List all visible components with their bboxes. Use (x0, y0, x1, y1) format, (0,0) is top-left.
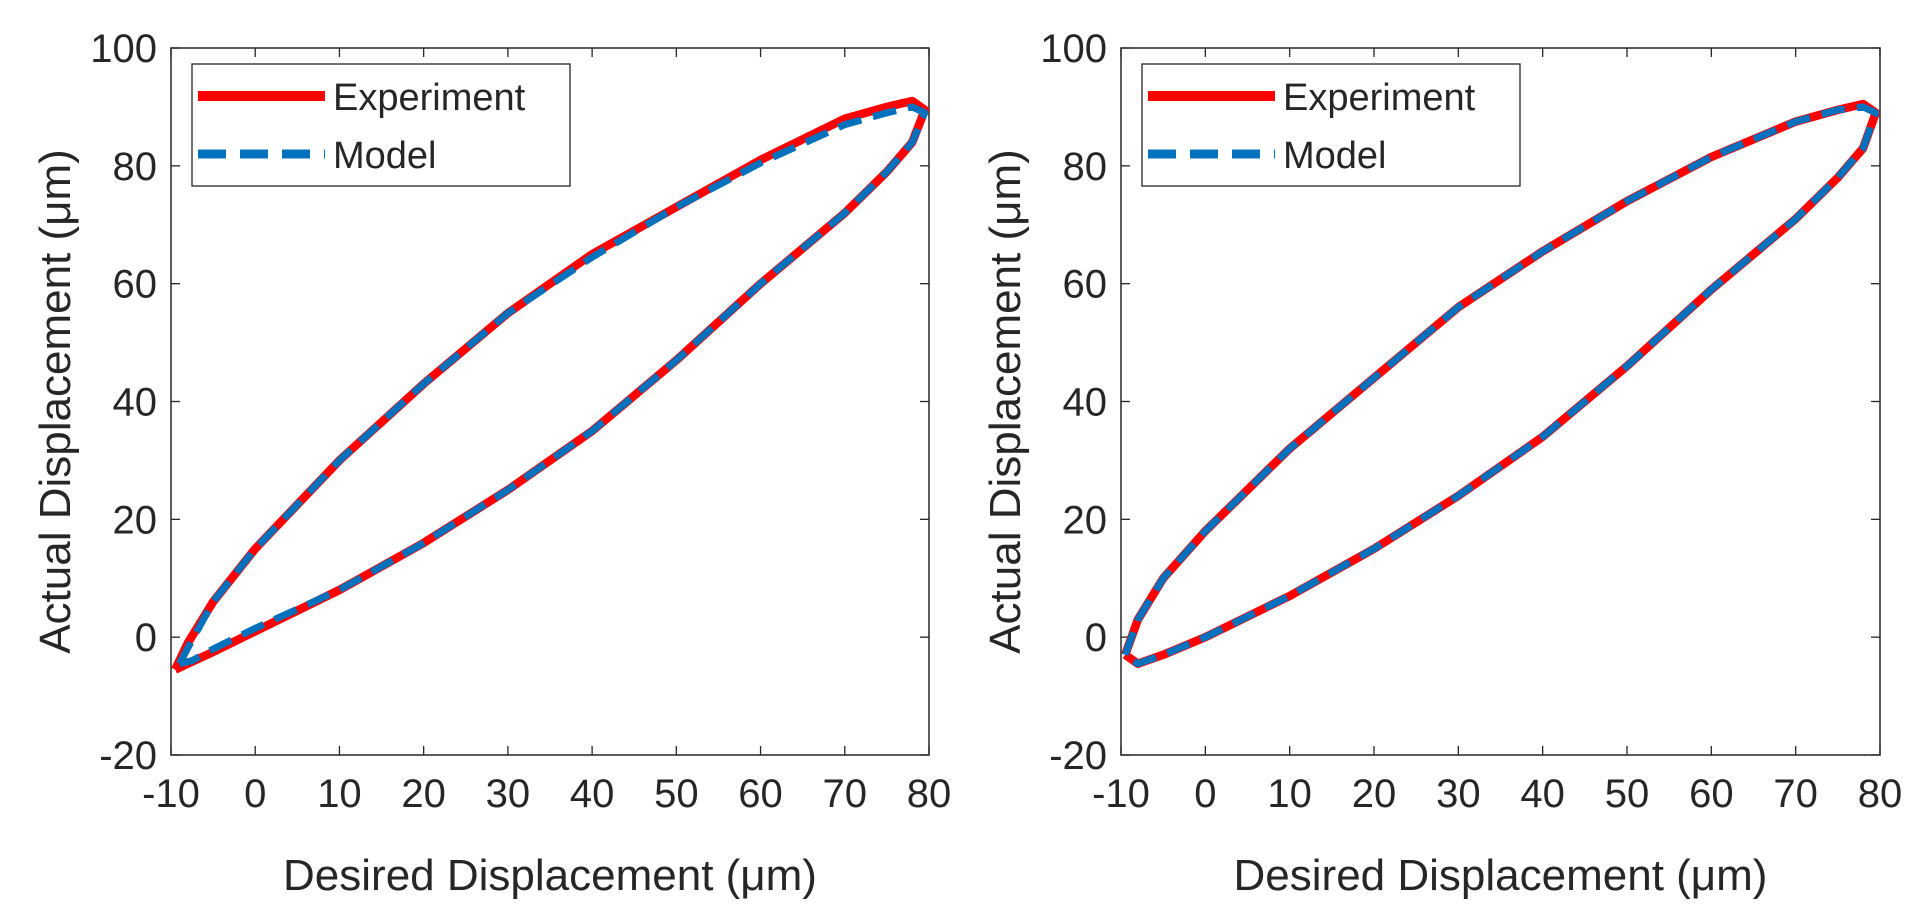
series-model-line (1121, 103, 1880, 668)
x-tick-label: -10 (1092, 772, 1150, 816)
y-tick-label: 40 (113, 381, 158, 425)
x-tick-label: 10 (1267, 772, 1312, 816)
y-axis-label: Actual Displacement (μm) (31, 149, 80, 654)
legend-box (1141, 63, 1521, 187)
legend-label-model: Model (333, 135, 437, 177)
x-tick-label: 70 (823, 772, 868, 816)
left-chart-panel: -10 0 10 20 30 40 50 60 70 80 -20 0 20 40 60 80 100 Desir… (31, 27, 951, 900)
y-tick-label: 20 (1063, 498, 1108, 542)
x-tick-label: 50 (1605, 772, 1650, 816)
y-tick-label: 60 (113, 263, 158, 307)
x-tick-label: 0 (244, 772, 266, 816)
y-tick-label: 0 (135, 616, 157, 660)
right-chart-panel: -10 0 10 20 30 40 50 60 70 80 -20 0 20 40 60 80 100 Desir… (981, 27, 1902, 900)
x-tick-label: 80 (1858, 772, 1903, 816)
x-tick-label: 60 (1689, 772, 1734, 816)
x-tick-label: -10 (142, 772, 200, 816)
x-tick-label: 10 (317, 772, 362, 816)
x-tick-label: 60 (738, 772, 783, 816)
x-tick-label: 20 (401, 772, 446, 816)
x-tick-label: 50 (654, 772, 699, 816)
series-model-line (176, 103, 929, 668)
y-tick-label: -20 (1049, 734, 1107, 778)
y-tick-label: 60 (1063, 263, 1108, 307)
legend-box (191, 63, 571, 187)
y-tick-label: 100 (1040, 27, 1107, 71)
x-tick-label: 30 (1436, 772, 1481, 816)
x-tick-label: 40 (570, 772, 615, 816)
y-axis-label: Actual Displacement (μm) (981, 149, 1030, 654)
legend-label-experiment: Experiment (1283, 77, 1476, 119)
x-axis-label: Desired Displacement (μm) (283, 851, 817, 900)
y-tick-label: 100 (90, 27, 157, 71)
x-axis-label: Desired Displacement (μm) (1234, 851, 1768, 900)
legend-label-model: Model (1283, 135, 1387, 177)
y-tick-label: 40 (1063, 381, 1108, 425)
x-tick-label: 20 (1352, 772, 1397, 816)
y-tick-label: 0 (1085, 616, 1107, 660)
x-tick-label: 40 (1520, 772, 1565, 816)
x-tick-label: 70 (1773, 772, 1818, 816)
y-tick-label: -20 (99, 734, 157, 778)
legend-label-experiment: Experiment (333, 77, 526, 119)
x-tick-label: 30 (486, 772, 531, 816)
x-tick-label: 0 (1194, 772, 1216, 816)
x-tick-label: 80 (907, 772, 952, 816)
y-tick-label: 80 (1063, 145, 1108, 189)
y-tick-label: 20 (113, 498, 158, 542)
y-tick-label: 80 (113, 145, 158, 189)
